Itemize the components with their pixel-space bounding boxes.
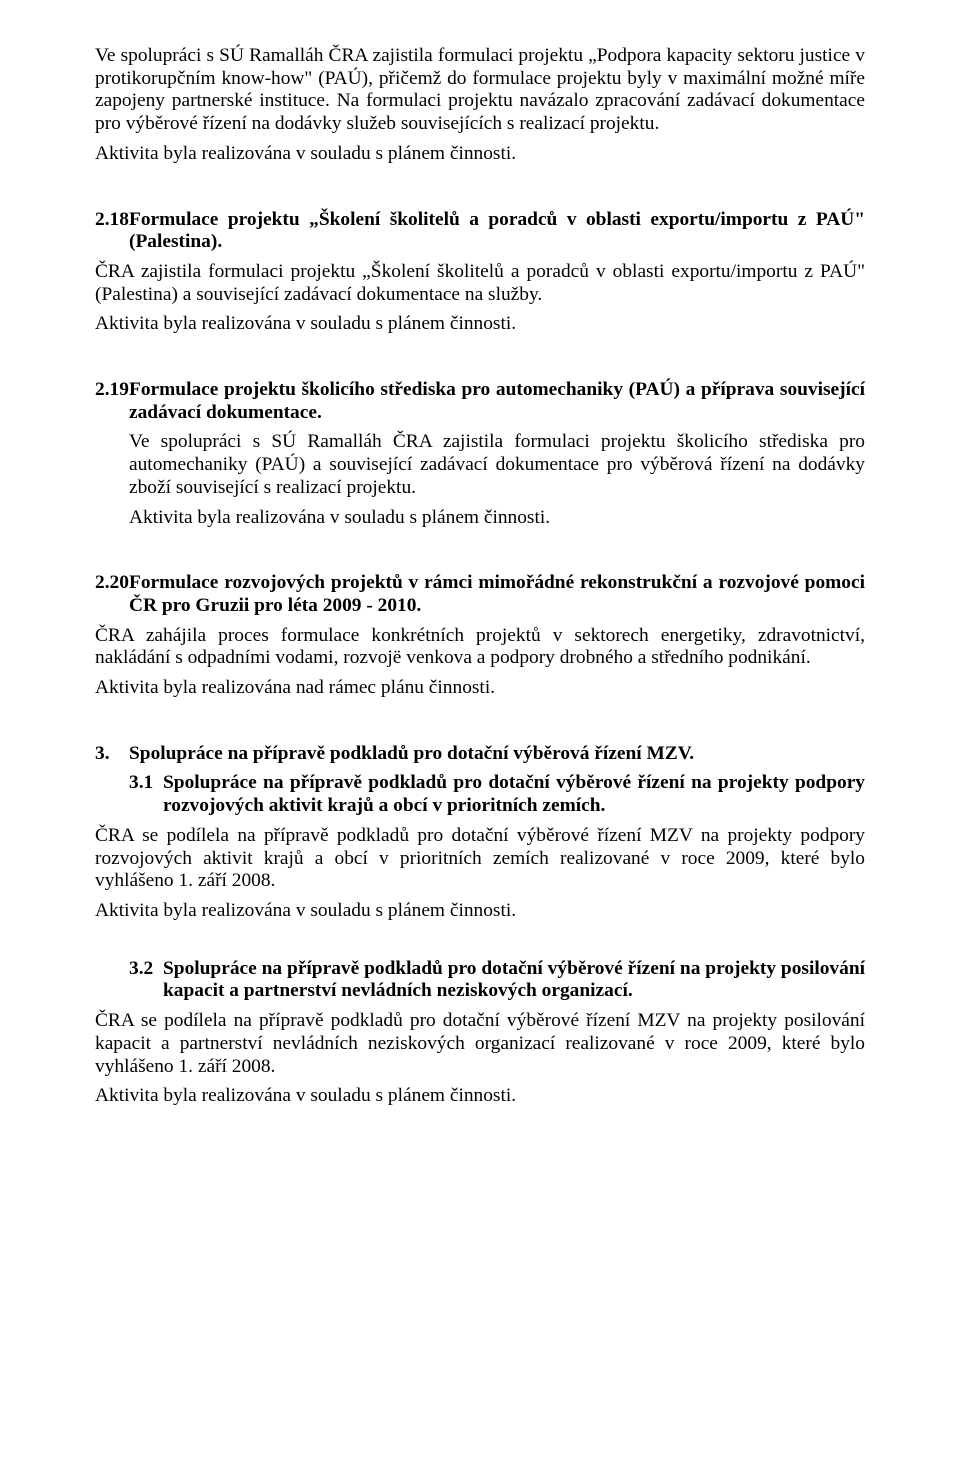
section-219-number: 2.19	[95, 379, 129, 402]
section-220-title: Formulace rozvojových projektů v rámci m…	[129, 572, 865, 617]
section-3-title: Spolupráce na přípravě podkladů pro dota…	[129, 743, 865, 766]
section-217-paragraph-1: Ve spolupráci s SÚ Ramalláh ČRA zajistil…	[95, 45, 865, 136]
section-218-number: 2.18	[95, 209, 129, 232]
section-32-heading: 3.2 Spolupráce na přípravě podkladů pro …	[129, 958, 865, 1003]
section-31-title: Spolupráce na přípravě podkladů pro dota…	[163, 772, 865, 817]
section-32-paragraph-2: Aktivita byla realizována v souladu s pl…	[95, 1085, 865, 1108]
section-31-paragraph-2: Aktivita byla realizována v souladu s pl…	[95, 900, 865, 923]
section-217-paragraph-2: Aktivita byla realizována v souladu s pl…	[95, 143, 865, 166]
section-31-heading: 3.1 Spolupráce na přípravě podkladů pro …	[129, 772, 865, 817]
section-218-title: Formulace projektu „Školení školitelů a …	[129, 209, 865, 254]
section-218-heading: 2.18 Formulace projektu „Školení školite…	[95, 209, 865, 254]
section-220-paragraph-2: Aktivita byla realizována nad rámec plán…	[95, 677, 865, 700]
section-220-number: 2.20	[95, 572, 129, 595]
document-page: Ve spolupráci s SÚ Ramalláh ČRA zajistil…	[0, 0, 960, 1478]
section-32-paragraph-1: ČRA se podílela na přípravě podkladů pro…	[95, 1010, 865, 1078]
section-3-heading: 3. Spolupráce na přípravě podkladů pro d…	[95, 743, 865, 766]
section-31-paragraph-1: ČRA se podílela na přípravě podkladů pro…	[95, 825, 865, 893]
section-218-paragraph-1: ČRA zajistila formulaci projektu „Školen…	[95, 261, 865, 306]
section-219-paragraph-2: Aktivita byla realizována v souladu s pl…	[129, 507, 865, 530]
section-219-title: Formulace projektu školicího střediska p…	[129, 379, 865, 424]
section-218-paragraph-2: Aktivita byla realizována v souladu s pl…	[95, 313, 865, 336]
section-3-number: 3.	[95, 743, 129, 766]
section-219-heading: 2.19 Formulace projektu školicího středi…	[95, 379, 865, 424]
section-219-paragraph-1: Ve spolupráci s SÚ Ramalláh ČRA zajistil…	[129, 431, 865, 499]
section-220-heading: 2.20 Formulace rozvojových projektů v rá…	[95, 572, 865, 617]
section-32-number: 3.2	[129, 958, 163, 981]
section-31-number: 3.1	[129, 772, 163, 795]
section-220-paragraph-1: ČRA zahájila proces formulace konkrétníc…	[95, 625, 865, 670]
section-32-title: Spolupráce na přípravě podkladů pro dota…	[163, 958, 865, 1003]
